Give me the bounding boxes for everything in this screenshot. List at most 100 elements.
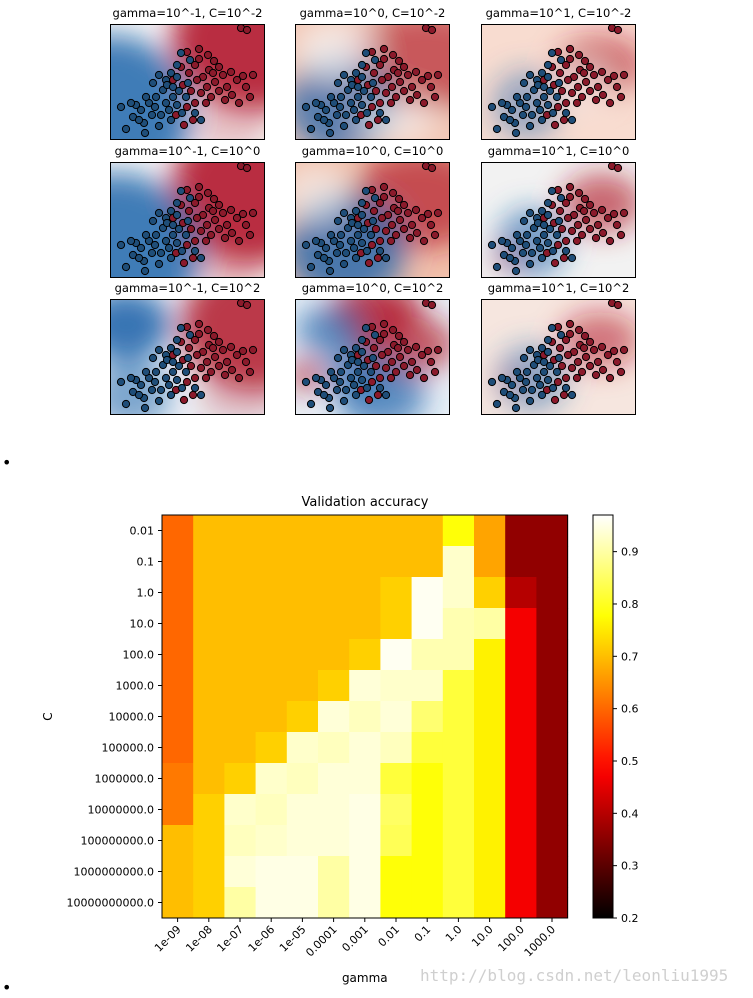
- heatmap-cell: [286, 794, 319, 826]
- positive-sample-point: [201, 373, 211, 383]
- positive-sample-point: [619, 70, 629, 80]
- positive-sample-point: [412, 228, 422, 238]
- positive-sample-point: [234, 236, 244, 246]
- decision-region: [562, 173, 635, 233]
- decision-function-panel: [110, 299, 265, 415]
- negative-sample-point: [497, 373, 507, 383]
- heatmap-cell: [318, 670, 350, 702]
- y-tick-label: 10000.0: [109, 711, 155, 724]
- heatmap-cell: [536, 701, 569, 733]
- heatmap-cell: [255, 825, 288, 857]
- negative-sample-point: [556, 55, 566, 65]
- positive-sample-point: [208, 68, 218, 78]
- positive-sample-point: [433, 345, 443, 355]
- decision-function-panel: [295, 162, 450, 278]
- negative-sample-point: [154, 396, 164, 406]
- heatmap-cell: [536, 732, 569, 764]
- positive-sample-point: [593, 357, 603, 367]
- decision-function-panel: [295, 24, 450, 140]
- positive-sample-point: [375, 198, 385, 208]
- heatmap-cell: [380, 546, 413, 578]
- positive-sample-point: [179, 120, 189, 130]
- heatmap-cell: [193, 794, 225, 826]
- positive-sample-point: [557, 361, 567, 371]
- negative-sample-point: [147, 110, 157, 120]
- heatmap-cell: [536, 856, 569, 888]
- positive-sample-point: [388, 50, 398, 60]
- negative-sample-point: [148, 78, 158, 88]
- positive-sample-point: [202, 220, 212, 230]
- negative-sample-point: [375, 108, 385, 118]
- positive-sample-point: [379, 54, 389, 64]
- negative-sample-point: [172, 335, 182, 345]
- heatmap-cell: [474, 546, 506, 578]
- negative-sample-point: [366, 367, 376, 377]
- positive-sample-point: [209, 56, 219, 66]
- positive-sample-point: [220, 95, 230, 105]
- heatmap-cell: [442, 639, 475, 671]
- panel-title: gamma=10^-1, C=10^2: [114, 281, 261, 295]
- positive-sample-point: [605, 98, 615, 108]
- heatmap-cell: [411, 670, 444, 702]
- positive-sample-point: [184, 68, 194, 78]
- heatmap-cell: [442, 608, 475, 640]
- heatmap-cell: [349, 608, 381, 640]
- heatmap-cell: [349, 577, 381, 609]
- positive-sample-point: [411, 342, 421, 352]
- heatmap-cell: [224, 608, 257, 640]
- heatmap-cell: [255, 546, 288, 578]
- positive-sample-point: [387, 82, 397, 92]
- heatmap-cell: [442, 856, 475, 888]
- negative-sample-point: [151, 367, 161, 377]
- negative-sample-point: [168, 82, 178, 92]
- negative-sample-point: [181, 92, 191, 102]
- negative-sample-point: [505, 115, 515, 125]
- decision-region: [296, 25, 376, 80]
- positive-sample-point: [580, 194, 590, 204]
- negative-sample-point: [521, 240, 531, 250]
- positive-sample-point: [381, 88, 391, 98]
- negative-sample-point: [349, 380, 359, 390]
- heatmap-cell: [255, 515, 288, 547]
- panel-title: gamma=10^0, C=10^-2: [299, 6, 446, 20]
- positive-sample-point: [585, 361, 595, 371]
- heatmap-cell: [536, 639, 569, 671]
- colorbar-tick-label: 0.3: [621, 860, 639, 873]
- heatmap-cell: [318, 608, 350, 640]
- positive-sample-point: [403, 70, 413, 80]
- negative-sample-point: [511, 266, 521, 276]
- positive-sample-point: [561, 236, 571, 246]
- heatmap-cell: [505, 856, 537, 888]
- positive-sample-point: [182, 102, 192, 112]
- positive-sample-point: [214, 361, 224, 371]
- positive-sample-point: [386, 373, 396, 383]
- negative-sample-point: [537, 253, 547, 263]
- negative-sample-point: [156, 110, 166, 120]
- heatmap-cell: [380, 763, 413, 795]
- negative-sample-point: [362, 246, 372, 256]
- heatmap-cell: [349, 794, 381, 826]
- negative-sample-point: [381, 390, 391, 400]
- heatmap-cell: [442, 825, 475, 857]
- negative-sample-point: [161, 98, 171, 108]
- positive-sample-point: [598, 365, 608, 375]
- negative-sample-point: [547, 48, 557, 58]
- positive-sample-point: [585, 62, 595, 72]
- negative-sample-point: [362, 108, 372, 118]
- heatmap-cell: [318, 856, 350, 888]
- heatmap-cell: [255, 794, 288, 826]
- negative-sample-point: [357, 375, 367, 385]
- positive-sample-point: [367, 102, 377, 112]
- positive-sample-point: [184, 206, 194, 216]
- positive-sample-point: [550, 395, 560, 405]
- heatmap-cell: [442, 670, 475, 702]
- positive-sample-point: [214, 86, 224, 96]
- negative-sample-point: [185, 330, 195, 340]
- positive-sample-point: [379, 182, 389, 192]
- heatmap-cell: [162, 546, 194, 578]
- negative-sample-point: [351, 68, 361, 78]
- negative-sample-point: [357, 210, 367, 220]
- positive-sample-point: [179, 258, 189, 268]
- negative-sample-point: [359, 86, 369, 96]
- heatmap-cell: [286, 732, 319, 764]
